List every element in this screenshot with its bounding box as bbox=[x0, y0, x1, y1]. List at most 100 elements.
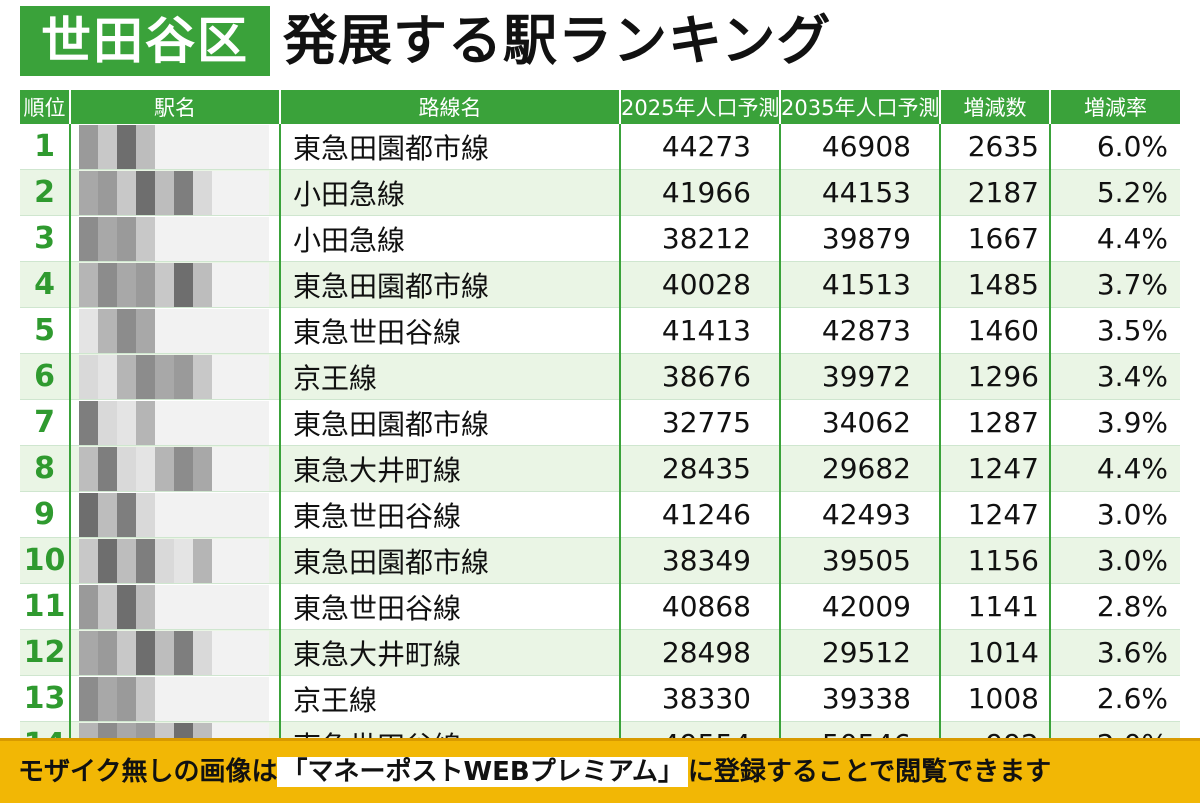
diff-cell: 2635 bbox=[940, 124, 1051, 170]
col-header-rank: 順位 bbox=[20, 90, 71, 124]
rank-cell: 9 bbox=[20, 491, 71, 538]
station-name-mosaic bbox=[70, 583, 281, 630]
table-row: 3 小田急線 38212 39879 1667 4.4% bbox=[20, 215, 1180, 262]
pop2025-cell: 40868 bbox=[620, 583, 781, 630]
rank-cell: 11 bbox=[20, 583, 71, 630]
col-header-rate: 増減率 bbox=[1050, 90, 1180, 124]
rank-cell: 1 bbox=[20, 124, 71, 170]
pop2025-cell: 41413 bbox=[620, 307, 781, 354]
col-header-diff: 増減数 bbox=[940, 90, 1051, 124]
pop2035-cell: 46908 bbox=[780, 124, 941, 170]
rate-cell: 2.8% bbox=[1050, 583, 1180, 630]
line-cell: 小田急線 bbox=[280, 215, 621, 262]
col-header-pop2035: 2035年人口予測 bbox=[780, 90, 941, 124]
pop2035-cell: 41513 bbox=[780, 261, 941, 308]
table-row: 2 小田急線 41966 44153 2187 5.2% bbox=[20, 169, 1180, 216]
pop2035-cell: 39972 bbox=[780, 353, 941, 400]
station-name-mosaic bbox=[70, 491, 281, 538]
line-cell: 京王線 bbox=[280, 675, 621, 722]
station-name-mosaic bbox=[70, 307, 281, 354]
station-name-mosaic bbox=[70, 169, 281, 216]
mosaic-image bbox=[79, 630, 278, 675]
pop2025-cell: 38676 bbox=[620, 353, 781, 400]
rate-cell: 6.0% bbox=[1050, 124, 1180, 170]
line-cell: 東急世田谷線 bbox=[280, 583, 621, 630]
rate-cell: 3.4% bbox=[1050, 353, 1180, 400]
rank-cell: 5 bbox=[20, 307, 71, 354]
diff-cell: 1141 bbox=[940, 583, 1051, 630]
mosaic-image bbox=[79, 584, 278, 629]
mosaic-image bbox=[79, 538, 278, 583]
pop2025-cell: 28435 bbox=[620, 445, 781, 492]
table-row: 7 東急田園都市線 32775 34062 1287 3.9% bbox=[20, 399, 1180, 446]
mosaic-image bbox=[79, 446, 278, 491]
table-row: 5 東急世田谷線 41413 42873 1460 3.5% bbox=[20, 307, 1180, 354]
banner-prefix: モザイク無しの画像は bbox=[18, 757, 278, 787]
line-cell: 東急大井町線 bbox=[280, 629, 621, 676]
line-cell: 小田急線 bbox=[280, 169, 621, 216]
table-row: 12 東急大井町線 28498 29512 1014 3.6% bbox=[20, 629, 1180, 676]
rank-cell: 8 bbox=[20, 445, 71, 492]
rank-cell: 10 bbox=[20, 537, 71, 584]
col-header-line: 路線名 bbox=[280, 90, 621, 124]
rate-cell: 3.7% bbox=[1050, 261, 1180, 308]
pop2025-cell: 41966 bbox=[620, 169, 781, 216]
premium-banner[interactable]: モザイク無しの画像は 「マネーポストWEBプレミアム」 に登録することで閲覧できます bbox=[0, 738, 1200, 803]
pop2035-cell: 39338 bbox=[780, 675, 941, 722]
pop2025-cell: 40028 bbox=[620, 261, 781, 308]
diff-cell: 2187 bbox=[940, 169, 1051, 216]
mosaic-image bbox=[79, 216, 278, 261]
rank-cell: 13 bbox=[20, 675, 71, 722]
rate-cell: 3.0% bbox=[1050, 491, 1180, 538]
station-name-mosaic bbox=[70, 445, 281, 492]
line-cell: 東急田園都市線 bbox=[280, 399, 621, 446]
banner-text: モザイク無しの画像は 「マネーポストWEBプレミアム」 に登録することで閲覧できます bbox=[18, 751, 1051, 793]
line-cell: 東急世田谷線 bbox=[280, 307, 621, 354]
diff-cell: 1247 bbox=[940, 445, 1051, 492]
station-name-mosaic bbox=[70, 261, 281, 308]
page-title: 発展する駅ランキング bbox=[283, 9, 832, 72]
pop2035-cell: 42009 bbox=[780, 583, 941, 630]
rate-cell: 5.2% bbox=[1050, 169, 1180, 216]
rank-cell: 3 bbox=[20, 215, 71, 262]
table-row: 6 京王線 38676 39972 1296 3.4% bbox=[20, 353, 1180, 400]
station-name-mosaic bbox=[70, 399, 281, 446]
mosaic-image bbox=[79, 354, 278, 399]
diff-cell: 1156 bbox=[940, 537, 1051, 584]
pop2035-cell: 42873 bbox=[780, 307, 941, 354]
line-cell: 東急世田谷線 bbox=[280, 491, 621, 538]
pop2025-cell: 38330 bbox=[620, 675, 781, 722]
pop2025-cell: 44273 bbox=[620, 124, 781, 170]
ranking-table: 順位 駅名 路線名 2025年人口予測 2035年人口予測 増減数 増減率 1 東… bbox=[20, 90, 1180, 768]
rate-cell: 3.0% bbox=[1050, 537, 1180, 584]
diff-cell: 1287 bbox=[940, 399, 1051, 446]
rate-cell: 3.6% bbox=[1050, 629, 1180, 676]
rate-cell: 4.4% bbox=[1050, 445, 1180, 492]
mosaic-image bbox=[79, 676, 278, 721]
station-name-mosaic bbox=[70, 537, 281, 584]
table-row: 11 東急世田谷線 40868 42009 1141 2.8% bbox=[20, 583, 1180, 630]
rate-cell: 2.6% bbox=[1050, 675, 1180, 722]
diff-cell: 1014 bbox=[940, 629, 1051, 676]
station-name-mosaic bbox=[70, 353, 281, 400]
table-row: 1 東急田園都市線 44273 46908 2635 6.0% bbox=[20, 124, 1180, 170]
table-row: 8 東急大井町線 28435 29682 1247 4.4% bbox=[20, 445, 1180, 492]
col-header-pop2025: 2025年人口予測 bbox=[620, 90, 781, 124]
station-name-mosaic bbox=[70, 629, 281, 676]
mosaic-image bbox=[79, 262, 278, 307]
banner-service-name[interactable]: 「マネーポストWEBプレミアム」 bbox=[277, 757, 688, 787]
pop2025-cell: 32775 bbox=[620, 399, 781, 446]
line-cell: 東急大井町線 bbox=[280, 445, 621, 492]
diff-cell: 1667 bbox=[940, 215, 1051, 262]
station-name-mosaic bbox=[70, 215, 281, 262]
header: 世田谷区 発展する駅ランキング bbox=[0, 0, 1200, 88]
station-name-mosaic bbox=[70, 675, 281, 722]
ward-badge: 世田谷区 bbox=[20, 6, 270, 76]
rank-cell: 7 bbox=[20, 399, 71, 446]
mosaic-image bbox=[79, 492, 278, 537]
mosaic-image bbox=[79, 124, 278, 169]
line-cell: 東急田園都市線 bbox=[280, 261, 621, 308]
banner-suffix: に登録することで閲覧できます bbox=[687, 757, 1052, 787]
col-header-station: 駅名 bbox=[70, 90, 281, 124]
station-name-mosaic bbox=[70, 124, 281, 170]
